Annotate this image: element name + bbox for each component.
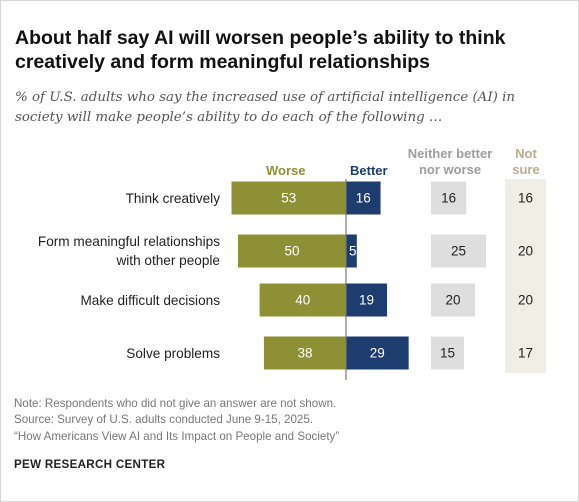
chart-subtitle: % of U.S. adults who say the increased u…	[15, 90, 516, 125]
report-title-text: “How Americans View AI and Its Impact on…	[14, 429, 340, 443]
chart-notes: Note: Respondents who did not give an an…	[14, 396, 339, 445]
row-1-better-label: 16	[356, 191, 371, 206]
row-2-neither-label: 25	[451, 244, 466, 259]
row-4-better-bar	[346, 336, 409, 370]
row-1-worse-label: 53	[281, 191, 296, 206]
row-4-neither-label: 15	[440, 346, 455, 361]
row-2-better-bar	[346, 234, 357, 268]
row-1-worse-bar	[231, 181, 346, 215]
row-2-worse-label: 50	[284, 244, 299, 259]
row-3-better-bar	[346, 283, 388, 317]
row-4-worse-label: 38	[297, 346, 312, 361]
row-label-line: Think creatively	[125, 190, 220, 206]
row-label-line: Form meaningful relationships	[37, 234, 220, 249]
row-3-better-label: 19	[359, 293, 374, 308]
row-label-line: Solve problems	[126, 345, 220, 361]
row-label-line: Make difficult decisions	[80, 292, 220, 308]
row-2-better-label: 5	[349, 244, 357, 259]
not-sure-column-background	[505, 179, 546, 373]
row-4-better-label: 29	[370, 346, 385, 361]
row-3-not-sure-label: 20	[518, 293, 533, 308]
source-text: Source: Survey of U.S. adults conducted …	[14, 413, 314, 427]
row-2-neither-bar	[431, 234, 486, 268]
row-1-not-sure-label: 16	[518, 191, 533, 206]
row-4-not-sure-label: 17	[518, 346, 533, 361]
row-3-worse-label: 40	[295, 293, 310, 308]
brand-logo-text: PEW RESEARCH CENTER	[14, 458, 166, 471]
row-label-4: Solve problems	[126, 344, 220, 363]
row-2-worse-bar	[238, 234, 346, 268]
column-header-worse: Worse	[266, 163, 306, 178]
column-header-not-sure: Not sure	[512, 146, 540, 177]
row-4-worse-bar	[263, 336, 346, 370]
row-label-line: with other people	[116, 253, 220, 268]
row-3-neither-label: 20	[445, 293, 460, 308]
row-label-2: Form meaningful relationships with other …	[38, 232, 220, 270]
row-label-3: Make difficult decisions	[80, 291, 220, 310]
row-3-worse-bar	[259, 283, 346, 317]
column-header-better: Better	[350, 163, 388, 178]
row-3-neither-bar	[431, 283, 475, 317]
row-1-neither-bar	[431, 181, 467, 215]
column-header-neither: Neither better nor worse	[407, 146, 493, 177]
row-2-not-sure-label: 20	[518, 244, 533, 259]
row-4-neither-bar	[431, 336, 464, 370]
note-text: Note: Respondents who did not give an an…	[14, 397, 337, 410]
row-1-neither-label: 16	[441, 191, 456, 206]
row-label-1: Think creatively	[126, 189, 220, 208]
row-1-better-bar	[346, 181, 381, 215]
chart-title: About half say AI will worsen people’s a…	[15, 27, 506, 73]
